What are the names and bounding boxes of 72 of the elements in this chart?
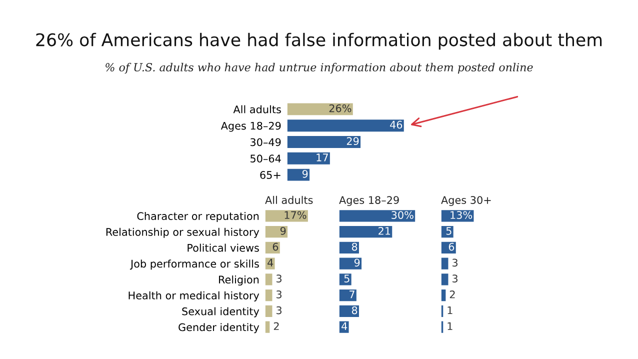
bar [265, 209, 309, 223]
bar [287, 168, 310, 182]
y-tick-label: Ages 18–29 [220, 122, 281, 132]
y-tick-label: Health or medical history [128, 291, 260, 302]
data-label: 1 [448, 322, 452, 330]
data-label: 46 [390, 120, 402, 129]
y-tick-label: Gender identity [178, 323, 260, 334]
data-label: 7 [350, 290, 354, 298]
bar [441, 320, 444, 334]
data-label: 8 [352, 306, 358, 314]
data-label: 8 [352, 242, 358, 251]
chart-subtitle: % of U.S. adults who have had untrue information about them posted online [106, 62, 533, 74]
bar [265, 272, 274, 286]
data-label: 2 [450, 290, 455, 298]
bar [441, 256, 450, 270]
bar [287, 135, 362, 149]
data-label: 3 [276, 274, 282, 282]
chart-title: All adults [265, 196, 313, 204]
bar [287, 118, 405, 132]
bar [287, 102, 354, 116]
bar [339, 241, 360, 254]
bar [287, 152, 331, 166]
data-label: 30% [392, 211, 414, 219]
bar [265, 304, 274, 318]
data-label: 5 [344, 274, 350, 282]
data-label: 6 [272, 242, 278, 251]
data-label: 2 [274, 322, 279, 330]
y-tick-label: Relationship or sexual history [106, 228, 260, 238]
y-tick-label: All adults [233, 105, 281, 114]
y-tick-label: Sexual identity [182, 307, 260, 318]
bar [441, 304, 444, 318]
bar [265, 288, 274, 302]
y-tick-label: 50–64 [250, 154, 281, 163]
bar [265, 241, 281, 254]
data-label: 5 [446, 227, 452, 235]
chart-title: Ages 18–29 [339, 196, 399, 206]
bar [441, 225, 454, 238]
chart-title: Ages 30+ [441, 196, 491, 206]
bar [441, 288, 447, 302]
data-label: 3 [452, 274, 458, 282]
data-label: 17 [316, 154, 328, 162]
y-tick-label: Religion [219, 275, 259, 286]
data-label: 4 [342, 322, 348, 330]
y-tick-label: Job performance or skills [130, 260, 259, 270]
bar [339, 304, 360, 318]
y-tick-label: 65+ [260, 171, 280, 179]
bar [265, 320, 271, 334]
data-label: 9 [302, 170, 308, 178]
bar [441, 272, 450, 286]
data-label: 29 [346, 137, 359, 146]
y-tick-label: Character or reputation [137, 212, 259, 222]
data-label: 6 [448, 242, 454, 251]
data-label: 9 [280, 226, 286, 235]
bar [441, 241, 457, 254]
data-label: 13% [450, 211, 472, 219]
bar [339, 288, 358, 302]
chart-title: 26% of Americans have had false information posted about them [36, 32, 602, 50]
data-label: 1 [448, 306, 452, 314]
data-label: 4 [268, 258, 274, 266]
data-label: 17% [284, 211, 306, 219]
y-tick-label: Political views [188, 244, 259, 252]
data-label: 21 [378, 226, 390, 235]
bar [339, 225, 393, 238]
y-tick-label: 30–49 [250, 138, 281, 146]
data-label: 3 [276, 306, 282, 314]
bar [339, 209, 416, 223]
data-label: 3 [452, 258, 458, 267]
data-label: 26% [329, 104, 352, 112]
bar [265, 225, 288, 238]
data-label: 3 [276, 290, 282, 298]
bar [339, 256, 362, 270]
data-label: 9 [354, 258, 360, 267]
